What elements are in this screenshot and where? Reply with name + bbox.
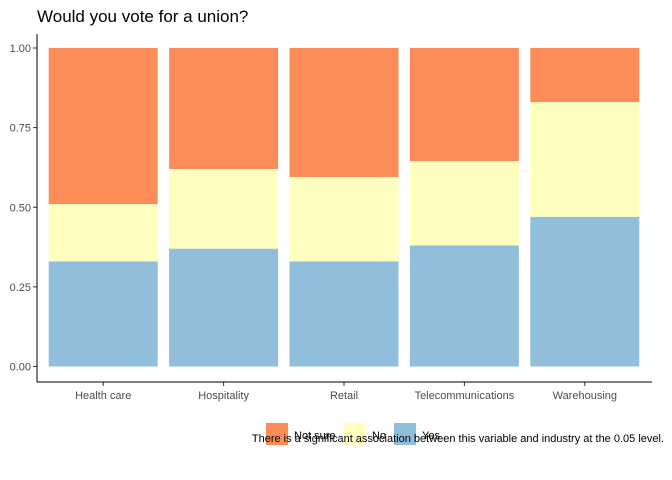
y-tick-label: 0.50 <box>10 202 31 214</box>
x-tick-label: Health care <box>75 390 131 402</box>
legend-key-not-sure <box>266 423 288 445</box>
legend-key-yes <box>394 423 416 445</box>
bar-not-sure <box>289 48 399 177</box>
bar-yes <box>530 216 640 367</box>
chart-caption: There is a significant association betwe… <box>252 433 664 445</box>
legend-key-no <box>344 423 366 445</box>
y-tick-label: 0.00 <box>10 362 31 374</box>
y-tick-label: 0.75 <box>10 123 31 135</box>
x-tick-label: Telecommunications <box>415 390 515 402</box>
bar-not-sure <box>48 48 158 205</box>
legend: Not sure No Yes <box>266 423 440 445</box>
bar-yes <box>169 248 279 367</box>
legend-label-yes: Yes <box>422 430 440 442</box>
bar-no <box>530 102 640 217</box>
legend-label-not-sure: Not sure <box>294 430 336 442</box>
legend-label-no: No <box>372 430 386 442</box>
y-tick-label: 0.25 <box>10 282 31 294</box>
bar-not-sure <box>169 48 279 169</box>
y-tick-label: 1.00 <box>10 43 31 55</box>
x-tick-label: Retail <box>330 390 358 402</box>
bar-yes <box>289 261 399 367</box>
bar-yes <box>409 245 519 367</box>
bar-yes <box>48 261 158 367</box>
x-tick-label: Hospitality <box>198 390 249 402</box>
chart-title: Would you vote for a union? <box>37 7 248 26</box>
bar-no <box>48 204 158 262</box>
bar-not-sure <box>530 48 640 103</box>
plot-area: Health care Hospitality Retail Telecommunic… <box>10 34 652 402</box>
bar-not-sure <box>409 48 519 162</box>
bar-no <box>169 169 279 249</box>
x-tick-label: Warehousing <box>553 390 617 402</box>
bar-no <box>409 161 519 246</box>
bar-no <box>289 177 399 262</box>
